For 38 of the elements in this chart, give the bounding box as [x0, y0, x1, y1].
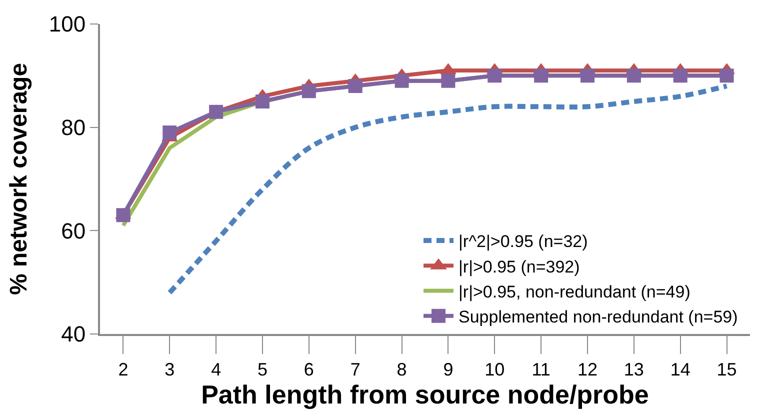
x-tick-label: 5 [257, 360, 268, 380]
x-tick-label: 8 [396, 360, 407, 380]
x-tick-label: 3 [164, 360, 175, 380]
y-axis-title: % network coverage [5, 62, 32, 296]
legend-label: |r^2|>0.95 (n=32) [458, 232, 588, 252]
legend-label: |r|>0.95 (n=392) [458, 257, 580, 276]
legend-label: |r|>0.95, non-redundant (n=49) [458, 282, 690, 302]
point [394, 74, 409, 88]
point [626, 68, 641, 83]
x-tick-label: 10 [484, 360, 505, 380]
x-tick-label: 2 [118, 360, 128, 380]
point [162, 126, 177, 140]
y-tick-label: 80 [61, 115, 86, 140]
point [441, 74, 456, 88]
x-axis-title: Path length from source node/probe [201, 380, 649, 410]
y-tick-label: 60 [61, 218, 86, 244]
y-tick-label: 40 [61, 322, 86, 347]
point [488, 68, 502, 83]
x-tick-label: 6 [304, 360, 314, 380]
x-tick-label: 14 [670, 360, 690, 380]
x-tick-label: 15 [716, 360, 737, 380]
x-tick-label: 9 [443, 360, 454, 380]
x-tick-label: 13 [624, 360, 644, 380]
point [302, 84, 316, 98]
x-tick-label: 7 [350, 360, 360, 380]
point [534, 68, 548, 83]
y-tick-label: 100 [48, 12, 86, 37]
x-tick-label: 11 [532, 360, 550, 380]
point [348, 79, 362, 93]
point [256, 94, 270, 108]
legend-label: Supplemented non-redundant (n=59) [458, 307, 738, 326]
point [116, 208, 130, 222]
x-tick-label: 12 [577, 360, 598, 380]
point [720, 68, 734, 83]
point [209, 104, 224, 119]
point [673, 68, 688, 83]
point [580, 68, 594, 83]
x-tick-label: 4 [211, 360, 222, 380]
